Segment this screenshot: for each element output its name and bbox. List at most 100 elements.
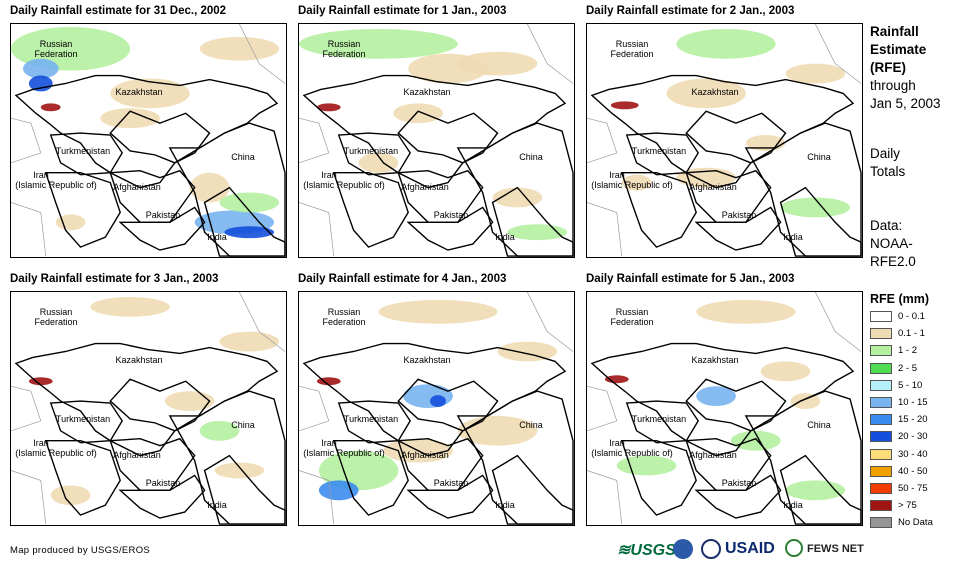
rainfall-map-3: Russian Federation Kazakhstan Turkmenistan C… (586, 23, 863, 258)
legend-swatch (870, 431, 892, 443)
legend-swatch (870, 310, 892, 322)
country-label-iran_2: (Islamic Republic of) (591, 180, 673, 190)
country-boundary (44, 440, 121, 516)
country-label-iran_1: Iran (33, 170, 49, 180)
legend-item: 20 - 30 (870, 430, 928, 443)
rainfall-area (696, 386, 736, 407)
country-label-india: India (207, 232, 227, 242)
country-label-iran_1: Iran (609, 170, 625, 180)
legend-swatch (870, 362, 892, 374)
legend-item: 50 - 75 (870, 482, 928, 495)
neighbor-boundaries (299, 24, 574, 257)
country-label-india: India (495, 232, 515, 242)
rainfall-area (785, 480, 846, 501)
rainfall-area (316, 377, 341, 386)
country-label-pakistan: Pakistan (721, 478, 757, 488)
country-label-kazakhstan: Kazakhstan (691, 355, 739, 365)
country-label-turkmenistan: Turkmenistan (55, 146, 111, 156)
legend-label: 2 - 5 (898, 362, 918, 374)
rainfall-area (616, 455, 677, 476)
rainfall-area (219, 331, 280, 352)
country-label-iran_1: Iran (321, 170, 337, 180)
country-label-iran_2: (Islamic Republic of) (591, 448, 673, 458)
rainfall-area (199, 36, 280, 61)
legend-label: 15 - 20 (898, 414, 928, 426)
rainfall-area (790, 393, 821, 409)
country-boundary (203, 454, 286, 525)
country-boundary (491, 186, 574, 257)
map-canvas (587, 24, 862, 257)
map-canvas (587, 292, 862, 525)
rainfall-area (224, 226, 275, 239)
legend-item: 10 - 15 (870, 396, 928, 409)
legend-swatch (870, 414, 892, 426)
country-boundary (302, 342, 567, 457)
country-boundary (109, 110, 211, 164)
country-boundary (744, 122, 862, 257)
country-boundary (694, 206, 782, 251)
side-title: Rainfall Estimate (RFE) through Jan 5, 2… (870, 23, 941, 113)
rainfall-area (28, 377, 53, 386)
country-boundary (685, 437, 772, 491)
country-boundary (456, 390, 574, 525)
side-totals: Totals (870, 164, 906, 179)
country-label-iran_2: (Islamic Republic of) (15, 448, 97, 458)
neighbor-boundaries (11, 24, 286, 257)
map-canvas (11, 292, 286, 525)
rainfall-area (457, 51, 538, 76)
country-boundary (49, 400, 124, 444)
side-source-line-2: RFE2.0 (870, 254, 916, 269)
country-label-iran_1: Iran (321, 438, 337, 448)
country-label-pakistan: Pakistan (721, 210, 757, 220)
country-boundary (49, 132, 124, 176)
neighbor-boundaries (11, 292, 286, 525)
country-label-russia_2: Federation (610, 49, 654, 59)
country-boundary (685, 110, 787, 164)
map-canvas (299, 24, 574, 257)
rainfall-area (100, 108, 160, 129)
legend-swatch (870, 517, 892, 529)
country-label-china: China (519, 420, 543, 430)
legend-label: 0 - 0.1 (898, 311, 925, 322)
map-canvas (11, 24, 286, 257)
country-label-afghanistan: Afghanistan (401, 182, 449, 192)
legend-swatch (870, 396, 892, 408)
rainfall-area (214, 462, 265, 479)
rainfall-area (696, 299, 796, 324)
legend-label: 50 - 75 (898, 483, 928, 494)
country-boundary (118, 206, 206, 251)
country-label-turkmenistan: Turkmenistan (631, 146, 687, 156)
country-label-russia_2: Federation (34, 49, 78, 59)
side-title-line-1: Rainfall (870, 24, 919, 39)
legend-swatch (870, 448, 892, 460)
legend-title: RFE (mm) (870, 292, 930, 306)
rainfall-area (189, 172, 230, 203)
country-label-china: China (807, 152, 831, 162)
country-boundary (406, 474, 494, 519)
legend-label: 20 - 30 (898, 431, 928, 443)
side-daily-totals: Daily Totals (870, 145, 905, 181)
country-boundary (620, 440, 697, 516)
rainfall-map-5: Russian Federation Kazakhstan Turkmenistan C… (298, 291, 575, 526)
rainfall-area (90, 296, 170, 317)
rainfall-area (318, 450, 399, 491)
rainfall-map-6: Russian Federation Kazakhstan Turkmenistan C… (586, 291, 863, 526)
country-label-afghanistan: Afghanistan (401, 450, 449, 460)
country-label-turkmenistan: Turkmenistan (343, 146, 399, 156)
legend-item: 5 - 10 (870, 379, 922, 392)
country-label-russia_1: Russian (615, 39, 649, 49)
country-label-russia_2: Federation (322, 49, 366, 59)
rainfall-area (621, 174, 652, 191)
country-label-afghanistan: Afghanistan (689, 450, 737, 460)
usaid-logo: USAID (725, 540, 775, 557)
rainfall-area (604, 375, 629, 384)
panel-title-6: Daily Rainfall estimate for 5 Jan., 2003 (586, 273, 795, 285)
rainfall-map-2: Russian Federation Kazakhstan Turkmenistan C… (298, 23, 575, 258)
legend-item: 2 - 5 (870, 362, 917, 375)
rainfall-map-4: Russian Federation Kazakhstan Turkmenistan C… (10, 291, 287, 526)
country-boundary (491, 454, 574, 525)
usgs-logo: ≋USGS (617, 542, 676, 559)
side-title-line-3: (RFE) (870, 60, 906, 75)
country-boundary (109, 378, 211, 432)
country-boundary (118, 474, 206, 519)
